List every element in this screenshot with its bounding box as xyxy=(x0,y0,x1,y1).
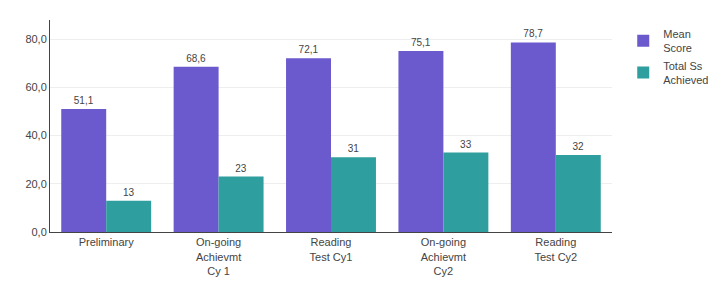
svg-text:20,0: 20,0 xyxy=(25,178,46,190)
svg-text:On-goingAchievmtCy 1: On-goingAchievmtCy 1 xyxy=(196,236,241,277)
svg-text:31: 31 xyxy=(348,143,360,154)
svg-text:72,1: 72,1 xyxy=(299,44,319,55)
svg-text:32: 32 xyxy=(572,141,584,152)
svg-text:Preliminary: Preliminary xyxy=(79,236,135,248)
svg-text:0,0: 0,0 xyxy=(32,226,47,238)
svg-text:MeanScore: MeanScore xyxy=(663,28,692,54)
svg-text:23: 23 xyxy=(235,163,247,174)
svg-text:60,0: 60,0 xyxy=(25,81,46,93)
svg-text:ReadingTest Cy1: ReadingTest Cy1 xyxy=(310,236,353,262)
svg-text:33: 33 xyxy=(460,139,472,150)
svg-text:On-goingAchievmtCy2: On-goingAchievmtCy2 xyxy=(421,236,466,277)
svg-text:80,0: 80,0 xyxy=(25,33,46,45)
svg-text:75,1: 75,1 xyxy=(411,37,431,48)
svg-text:ReadingTest Cy2: ReadingTest Cy2 xyxy=(534,236,577,262)
svg-text:78,7: 78,7 xyxy=(523,28,543,39)
svg-text:Total SsAchieved: Total SsAchieved xyxy=(663,60,708,86)
svg-text:40,0: 40,0 xyxy=(25,129,46,141)
svg-text:51,1: 51,1 xyxy=(74,95,94,106)
svg-text:13: 13 xyxy=(123,187,135,198)
svg-text:68,6: 68,6 xyxy=(186,53,206,64)
